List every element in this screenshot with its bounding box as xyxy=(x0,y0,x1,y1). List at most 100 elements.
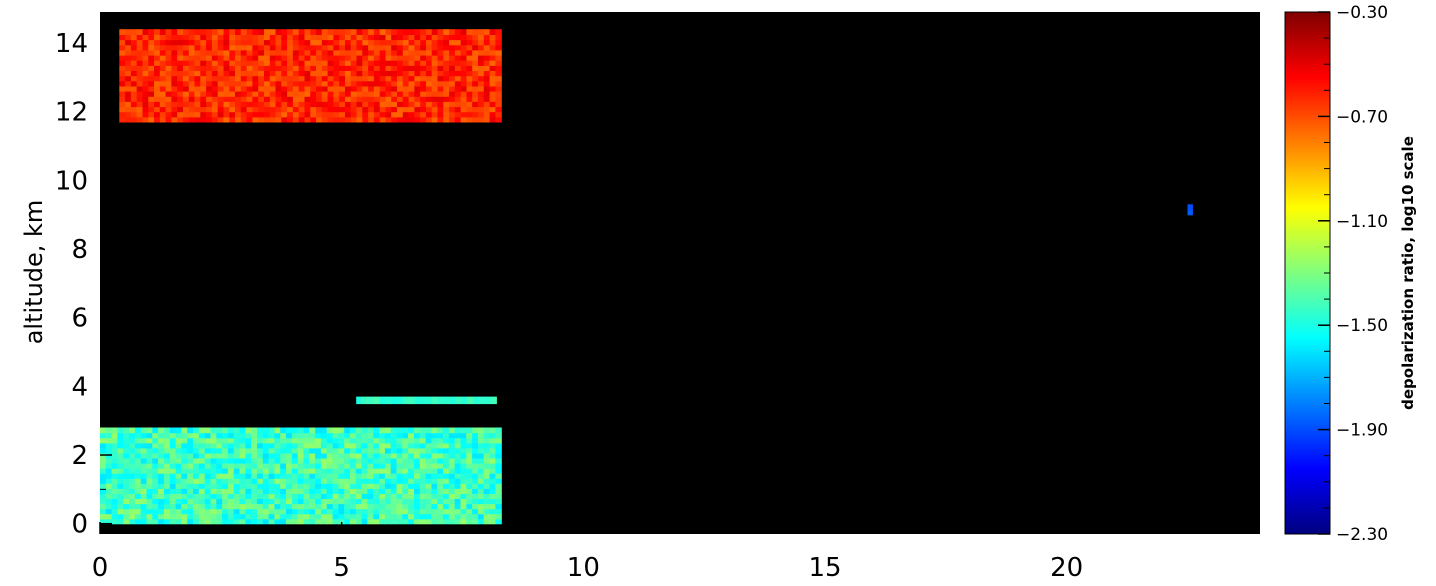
heat-cell xyxy=(448,483,456,489)
heat-cell xyxy=(111,447,118,454)
heat-cell xyxy=(158,503,165,510)
heat-cell xyxy=(187,503,194,510)
heat-cell xyxy=(304,54,311,61)
heat-cell xyxy=(332,427,339,434)
heat-cell xyxy=(320,427,328,434)
heat-cell xyxy=(134,452,142,459)
heat-cell xyxy=(188,116,196,123)
heat-cell xyxy=(158,508,165,515)
heat-cell xyxy=(339,65,346,71)
heat-cell xyxy=(164,473,171,479)
heat-cell xyxy=(275,54,282,61)
heat-cell xyxy=(320,442,328,449)
heat-cell xyxy=(154,34,161,41)
heat-cell xyxy=(310,96,317,102)
heat-cell xyxy=(356,75,363,82)
heat-cell xyxy=(466,85,473,92)
heat-cell xyxy=(183,70,190,77)
heat-cell xyxy=(327,111,334,118)
heat-cell xyxy=(275,70,282,77)
heat-cell xyxy=(309,518,316,525)
heat-cell xyxy=(320,518,328,525)
heat-cell xyxy=(397,101,404,108)
heat-cell xyxy=(159,34,167,41)
heat-cell xyxy=(391,396,398,405)
heat-cell xyxy=(142,39,149,46)
heat-cell xyxy=(274,468,281,474)
heat-cell xyxy=(466,463,473,469)
heat-cell xyxy=(142,106,149,113)
heat-cell xyxy=(338,488,345,494)
heat-cell xyxy=(177,91,184,97)
heat-cell xyxy=(344,508,351,515)
heat-cell xyxy=(229,80,236,87)
heat-cell xyxy=(204,478,212,484)
heat-cell xyxy=(316,49,323,56)
heat-cell xyxy=(460,432,467,439)
heat-cell xyxy=(119,29,126,35)
heat-cell xyxy=(309,432,316,439)
heat-cell xyxy=(257,437,264,444)
heat-cell xyxy=(123,488,130,494)
heat-cell xyxy=(159,29,167,35)
heat-cell xyxy=(183,106,190,113)
heat-cell xyxy=(408,518,415,525)
heat-cell xyxy=(310,75,317,82)
heat-cell xyxy=(188,29,196,35)
heat-cell xyxy=(158,473,165,479)
heat-cell xyxy=(105,513,113,520)
heat-cell xyxy=(181,508,188,515)
heat-cell xyxy=(483,80,491,87)
heat-cell xyxy=(136,54,144,61)
heat-cell xyxy=(344,447,351,454)
heat-cell xyxy=(257,483,264,489)
heat-cell xyxy=(437,468,444,474)
heat-cell xyxy=(169,452,177,459)
heat-cell xyxy=(384,432,392,439)
heat-cell xyxy=(466,478,473,484)
heat-cell xyxy=(269,80,277,87)
heat-cell xyxy=(472,44,479,51)
heat-cell xyxy=(164,463,171,469)
heat-cell xyxy=(286,442,293,449)
heat-cell xyxy=(309,498,316,505)
heat-cell xyxy=(187,498,194,505)
heat-cell xyxy=(379,54,387,61)
heat-cell xyxy=(291,508,299,515)
heat-cell xyxy=(310,49,317,56)
heat-cell xyxy=(489,49,496,56)
heat-cell xyxy=(119,70,126,77)
heat-cell xyxy=(129,503,136,510)
heat-cell xyxy=(373,60,381,66)
heat-cell xyxy=(165,85,172,92)
heat-cell xyxy=(233,488,241,494)
heat-cell xyxy=(373,91,381,97)
heat-cell xyxy=(425,478,432,484)
heat-cell xyxy=(245,478,252,484)
heat-cell xyxy=(414,447,421,454)
heat-cell xyxy=(304,101,311,108)
heat-cell xyxy=(194,75,201,82)
heat-cell xyxy=(129,447,136,454)
heat-cell xyxy=(130,70,138,77)
heat-cell xyxy=(194,101,201,108)
heat-cell xyxy=(187,452,194,459)
heat-cell xyxy=(158,493,165,499)
heat-cell xyxy=(268,463,275,469)
heat-cell xyxy=(339,101,346,108)
heat-cell xyxy=(111,427,118,434)
heat-cell xyxy=(171,75,178,82)
heat-cell xyxy=(129,473,136,479)
heat-cell xyxy=(466,508,473,515)
heat-cell xyxy=(355,503,363,510)
heat-cell xyxy=(350,518,357,525)
heat-cell xyxy=(262,452,270,459)
heat-cell xyxy=(298,65,306,71)
heat-cell xyxy=(217,75,225,82)
heat-cell xyxy=(297,473,305,479)
heat-cell xyxy=(204,452,212,459)
heat-cell xyxy=(362,39,369,46)
heat-cell xyxy=(350,427,357,434)
heat-cell xyxy=(373,29,381,35)
